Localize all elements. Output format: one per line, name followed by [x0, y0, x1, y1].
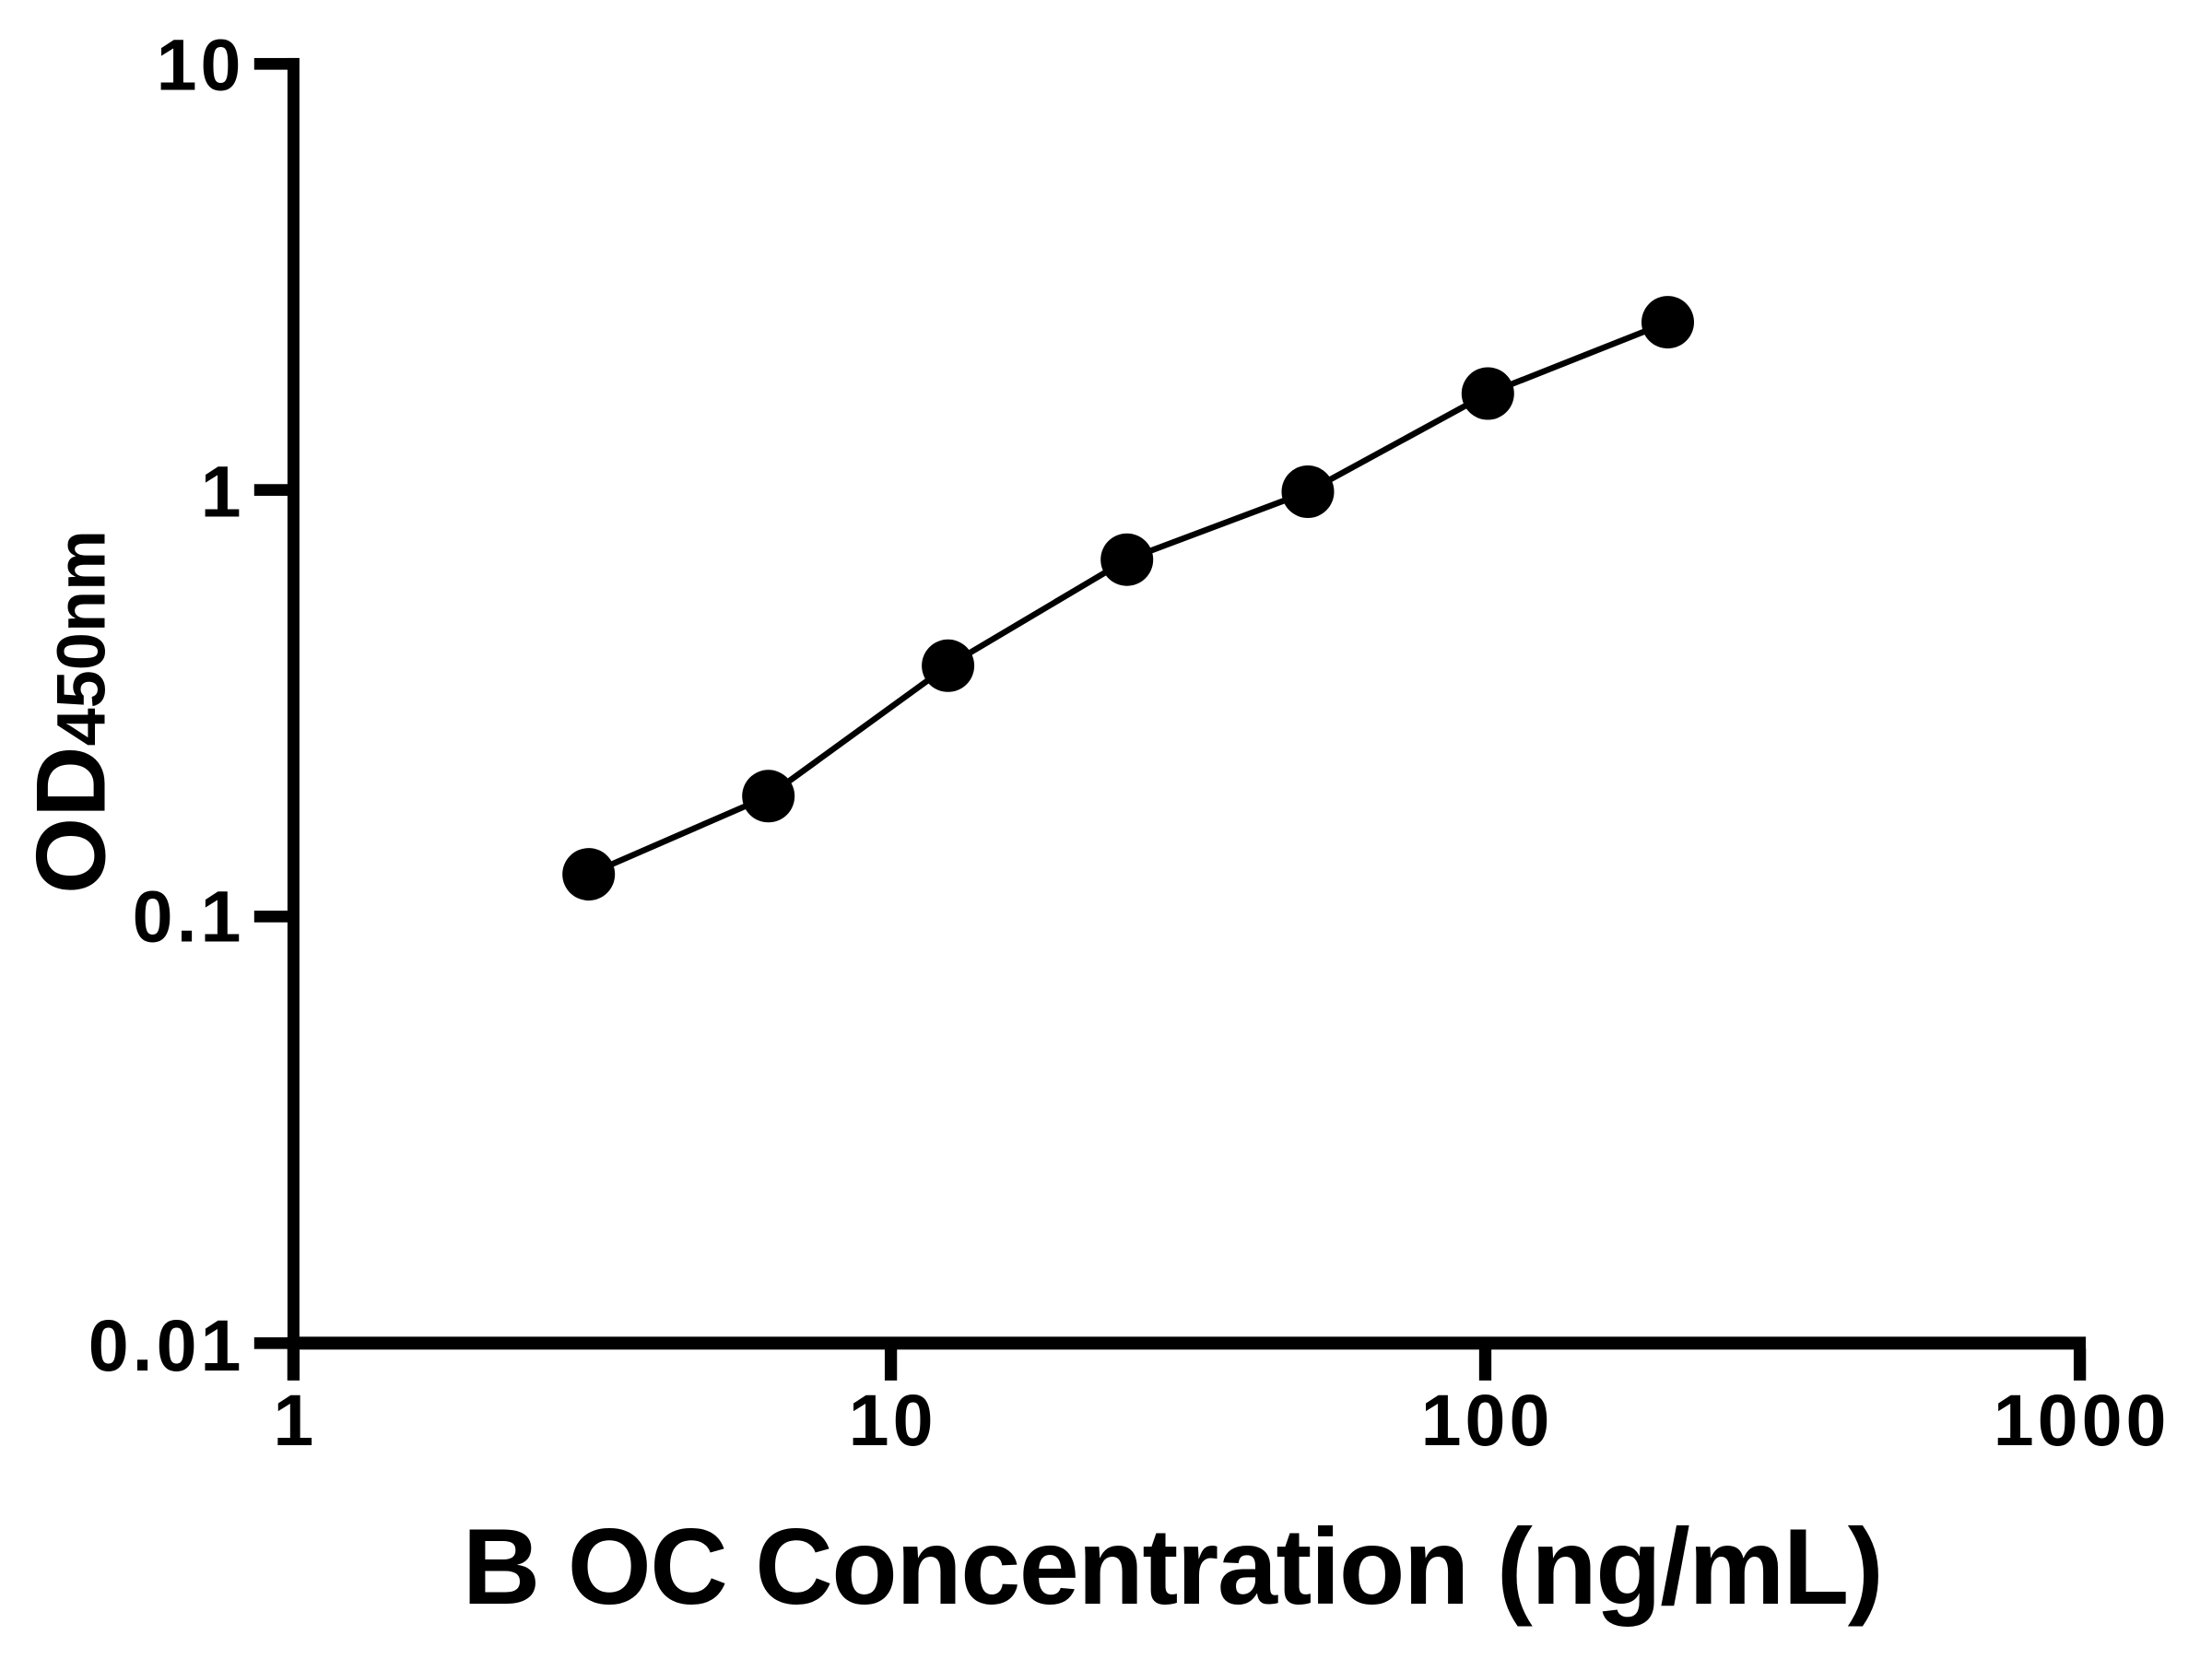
svg-text:B OC Concentration (ng/mL): B OC Concentration (ng/mL)	[463, 1506, 1882, 1627]
svg-text:0.1: 0.1	[133, 875, 245, 957]
svg-text:10: 10	[157, 23, 245, 105]
svg-text:100: 100	[1421, 1379, 1554, 1461]
svg-text:1000: 1000	[1994, 1379, 2171, 1461]
svg-text:1: 1	[201, 451, 245, 533]
svg-text:0.01: 0.01	[88, 1304, 245, 1386]
svg-text:1: 1	[273, 1379, 317, 1461]
svg-text:10: 10	[849, 1379, 937, 1461]
